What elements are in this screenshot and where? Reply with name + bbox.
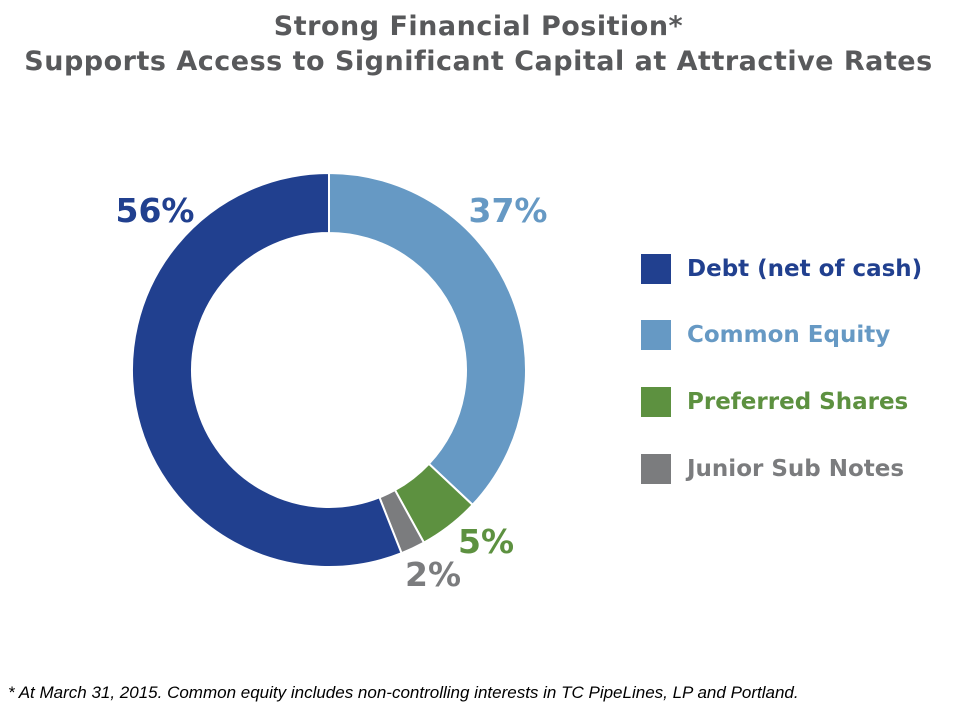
- slice-debt: [131, 171, 403, 568]
- legend-label-junior-sub-notes: Junior Sub Notes: [687, 456, 905, 482]
- data-label-common-equity: 37%: [469, 191, 548, 230]
- donut-slices: [131, 171, 527, 568]
- legend-item-junior-sub-notes: Junior Sub Notes: [641, 453, 904, 485]
- legend-item-debt: Debt (net of cash): [641, 253, 922, 285]
- legend-label-preferred-shares: Preferred Shares: [687, 389, 909, 415]
- data-label-debt: 56%: [116, 191, 195, 230]
- chart-title: Strong Financial Position*: [273, 11, 684, 42]
- legend-item-common-equity: Common Equity: [641, 319, 890, 351]
- chart-subtitle: Supports Access to Significant Capital a…: [24, 46, 933, 77]
- legend-label-common-equity: Common Equity: [687, 322, 891, 348]
- legend-label-debt: Debt (net of cash): [687, 256, 923, 282]
- legend-swatch-common-equity: [641, 320, 671, 350]
- slice-common-equity: [328, 171, 527, 507]
- legend-swatch-junior-sub-notes: [641, 454, 671, 484]
- legend-swatch-debt: [641, 254, 671, 284]
- data-label-junior-sub-notes: 2%: [405, 555, 461, 594]
- footnote: * At March 31, 2015. Common equity inclu…: [8, 683, 799, 702]
- legend-swatch-preferred-shares: [641, 387, 671, 417]
- data-labels: 56% 37% 5%2%: [116, 191, 548, 594]
- legend-item-preferred-shares: Preferred Shares: [641, 386, 908, 418]
- data-label-preferred-shares: 5%: [458, 522, 514, 561]
